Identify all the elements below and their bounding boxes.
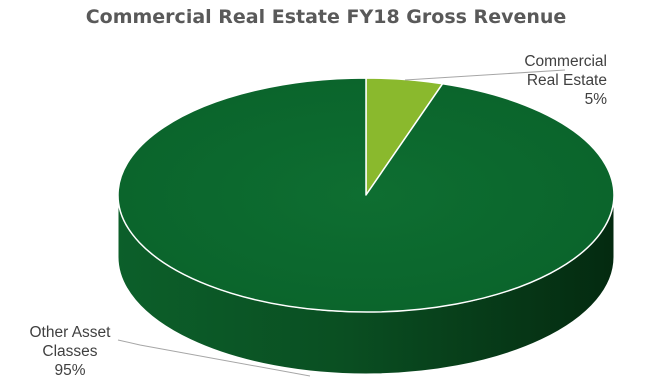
data-label-value: 5% — [585, 91, 608, 108]
leader-line — [404, 69, 566, 81]
data-label-category: Other Asset — [30, 324, 112, 341]
chart-title: Commercial Real Estate FY18 Gross Revenu… — [85, 6, 567, 28]
data-label-category: Commercial — [524, 53, 607, 70]
data-label-value: 95% — [54, 362, 85, 379]
data-label-category: Real Estate — [527, 72, 607, 89]
pie-slice-other-asset-classes — [117, 77, 615, 313]
data-label-category: Classes — [42, 343, 97, 360]
pie-top-layer — [117, 77, 615, 313]
pie-labels-layer: Commercial Real Estate 5% Other Asset Classe… — [30, 53, 608, 379]
leader-line — [117, 339, 311, 377]
